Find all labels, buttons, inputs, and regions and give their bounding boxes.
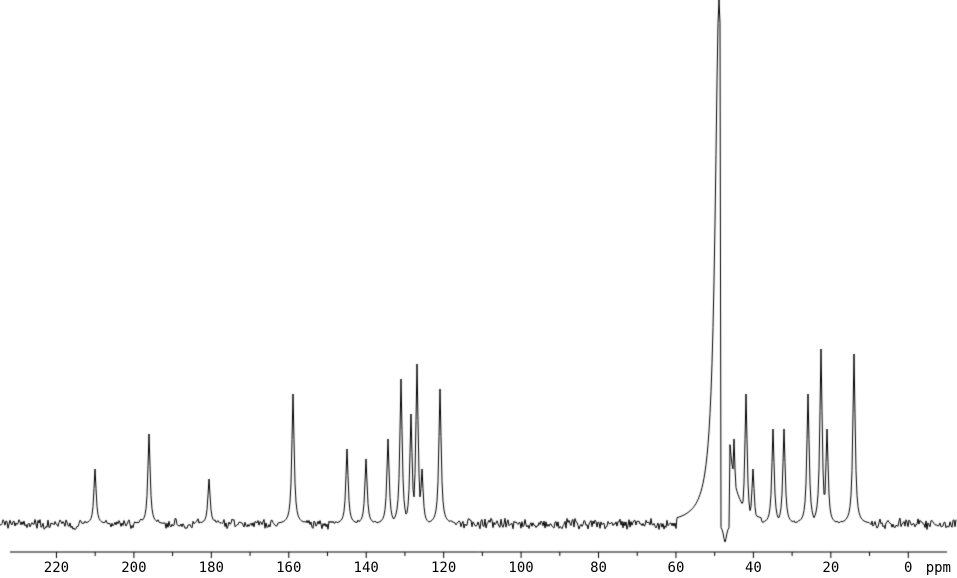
x-tick-label: 160 — [276, 560, 301, 576]
x-axis-label: ppm — [926, 560, 951, 576]
x-tick-label: 0 — [904, 560, 912, 576]
x-tick-label: 140 — [354, 560, 379, 576]
x-tick-label: 180 — [199, 560, 224, 576]
x-tick-label: 60 — [668, 560, 685, 576]
x-tick-label: 40 — [745, 560, 762, 576]
x-tick-label: 200 — [121, 560, 146, 576]
x-tick-label: 100 — [508, 560, 533, 576]
x-tick-label: 120 — [431, 560, 456, 576]
x-tick-label: 20 — [822, 560, 839, 576]
x-tick-label: 220 — [44, 560, 69, 576]
nmr-spectrum-chart: 220200180160140120100806040200 ppm — [0, 0, 957, 578]
x-tick-label: 80 — [590, 560, 607, 576]
spectrum-plot — [0, 0, 957, 578]
